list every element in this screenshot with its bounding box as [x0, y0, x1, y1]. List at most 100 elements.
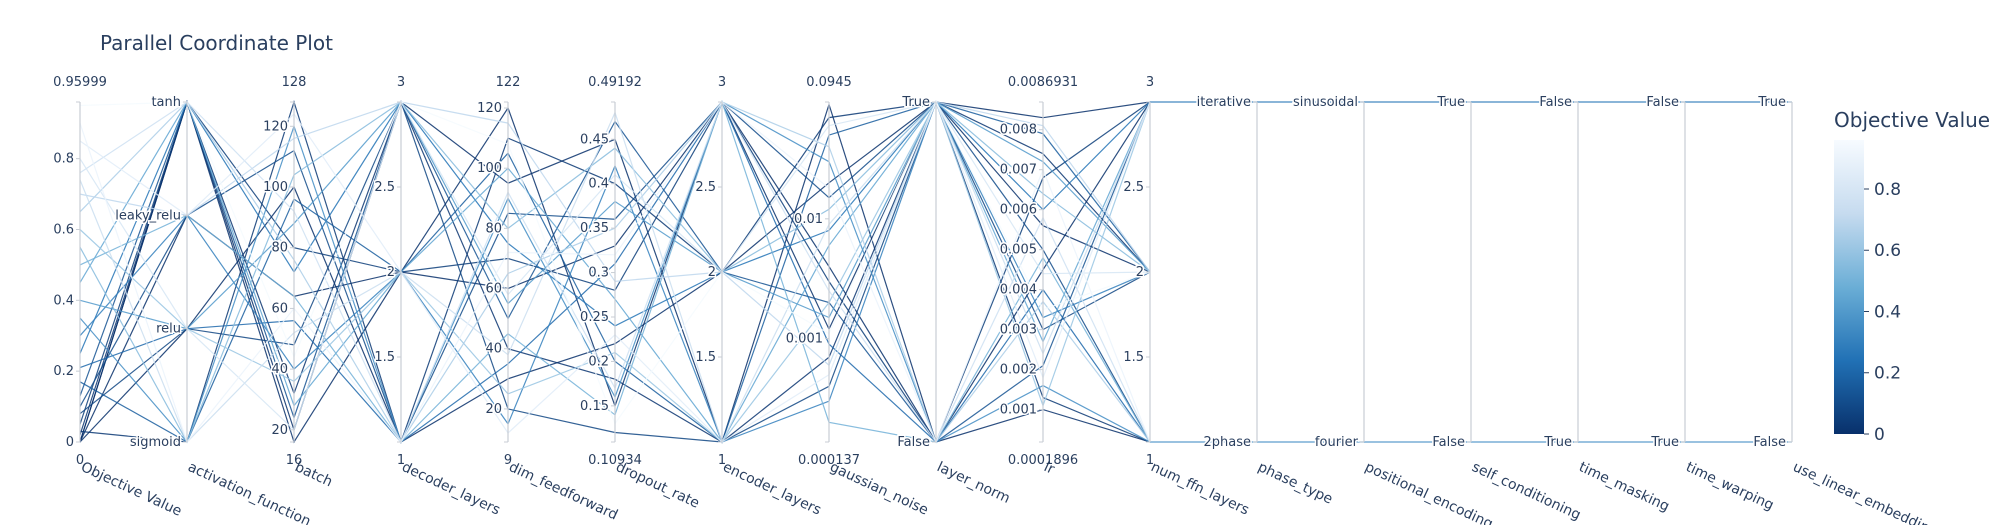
axis-tick-label: 1.5 [374, 350, 395, 365]
axis-tick-label: 120 [477, 101, 502, 116]
axis-tick-label: 0 [66, 435, 74, 450]
chart-title: Parallel Coordinate Plot [100, 31, 333, 55]
axis-title: decoder_layers [399, 459, 502, 518]
axis-time-warping: True False time_warping [1645, 94, 1776, 514]
axis-max-label: 0.0086931 [1008, 75, 1078, 90]
axis-title: time_warping [1683, 459, 1776, 514]
axis-tick-label: 0.004 [1000, 283, 1037, 298]
colorbar: Objective Value 0 0.2 0.4 0.6 0.8 [1834, 108, 1990, 445]
axis-tick-label: 0.4 [53, 293, 74, 308]
axis-tick-label: 120 [263, 119, 288, 134]
axis-tick-label: False [897, 435, 930, 450]
axis-tick-label: 20 [485, 402, 502, 417]
axis-tick-label: 0.01 [794, 212, 823, 227]
axis-title: phase_type [1255, 459, 1335, 508]
axis-tick-label: 0.15 [580, 399, 609, 414]
axis-tick-label: 2phase [1204, 435, 1252, 450]
axis-tick-label: 0.001 [1000, 403, 1037, 418]
axis-tick-label: iterative [1197, 95, 1251, 110]
axis-title: batch [292, 459, 335, 490]
axis-max-label: 3 [1146, 75, 1154, 90]
axis-tick-label: 0.002 [1000, 363, 1037, 378]
axis-tick-label: 0.003 [1000, 323, 1037, 338]
axis-min-label: 0 [76, 453, 84, 468]
axis-lr: 0.0086931 0.0001896 0.001 0.002 0.003 0.004 0.… [998, 75, 1078, 478]
axis-title: use_linear_embedding [1790, 459, 1940, 525]
axis-Objective Value: 0.95999 00 0.2 0.4 0.6 0.8 Objective Value [52, 75, 184, 520]
axis-max-label: 128 [282, 75, 307, 90]
axis-tick-label: 100 [263, 180, 288, 195]
axis-tick-label: 2 [1136, 265, 1144, 280]
axis-tick-label: 0.008 [1000, 123, 1037, 138]
colorbar-tick-label: 0.4 [1874, 302, 1901, 322]
axis-tick-label: 80 [271, 241, 288, 256]
axis-num-ffn-layers: 3 1 1.5 2 2.5 num_ffn_layers [1122, 75, 1252, 519]
axis-tick-label: 0.005 [1000, 243, 1037, 258]
axis-tick-label: 0.001 [786, 332, 823, 347]
axis-min-label: 0.0001896 [1008, 453, 1078, 468]
axis-min-label: 9 [504, 453, 512, 468]
axis-phase-type: 2phase iterative phase_type [1195, 94, 1335, 508]
colorbar-gradient [1834, 140, 1864, 434]
axis-tick-label: 0.35 [580, 221, 609, 236]
axis-tick-label: 40 [271, 362, 288, 377]
axis-min-label: 1 [718, 453, 726, 468]
axis-tick-label: 2 [387, 265, 395, 280]
axis-tick-label: sinusoidal [1293, 95, 1358, 110]
axis-tick-label: 60 [485, 282, 502, 297]
axis-min-label: 1 [397, 453, 405, 468]
axis-title: dropout_rate [613, 459, 701, 512]
axis-tick-label: 20 [271, 423, 288, 438]
axis-title: layer_norm [934, 459, 1012, 507]
axis-tick-label: 40 [485, 342, 502, 357]
axis-max-label: 3 [397, 75, 405, 90]
colorbar-tick-label: 0.6 [1874, 241, 1901, 261]
axis-tick-label: tanh [151, 95, 181, 110]
axis-max-label: 122 [496, 75, 521, 90]
axis-tick-label: 0.45 [580, 132, 609, 147]
axis-tick-label: 2.5 [695, 180, 716, 195]
axis-tick-label: 80 [485, 221, 502, 236]
axis-tick-label: 1.5 [695, 350, 716, 365]
axis-max-label: 3 [718, 75, 726, 90]
colorbar-title: Objective Value [1834, 108, 1990, 132]
axis-tick-label: True [1436, 95, 1465, 110]
axis-tick-label: True [1757, 95, 1786, 110]
axis-title: encoder_layers [720, 459, 823, 518]
axis-tick-label: True [901, 95, 930, 110]
axis-tick-label: False [1646, 95, 1679, 110]
axis-tick-label: fourier [1315, 435, 1359, 450]
axis-tick-label: 0.6 [53, 222, 74, 237]
colorbar-tick-label: 0 [1874, 425, 1885, 445]
axis-tick-label: 0.8 [53, 152, 74, 167]
axis-title: dim_feedforward [506, 459, 620, 523]
axis-min-label: 0.10934 [588, 453, 642, 468]
axis-tick-label: 0.3 [588, 266, 609, 281]
axis-tick-label: 0.006 [1000, 203, 1037, 218]
axis-min-label: 0.000137 [798, 453, 860, 468]
axis-title: time_masking [1576, 459, 1671, 515]
axis-max-label: 0.49192 [588, 75, 642, 90]
axis-tick-label: 1.5 [1123, 350, 1144, 365]
axis-tick-label: 2.5 [374, 180, 395, 195]
axis-tick-label: relu [156, 322, 181, 337]
axis-tick-label: True [1543, 435, 1572, 450]
axis-title: Objective Value [78, 459, 184, 520]
axis-tick-label: False [1539, 95, 1572, 110]
axis-min-label: 1 [1146, 453, 1154, 468]
axis-max-label: 0.95999 [53, 75, 107, 90]
axis-tick-label: 60 [271, 301, 288, 316]
axis-tick-label: 2.5 [1123, 180, 1144, 195]
axis-tick-label: 0.007 [1000, 163, 1037, 178]
axis-title: num_ffn_layers [1148, 459, 1251, 518]
axis-tick-label: 0.25 [580, 310, 609, 325]
axis-tick-label: 0.2 [588, 354, 609, 369]
axis-tick-label: False [1432, 435, 1465, 450]
axis-tick-label: 0.4 [588, 177, 609, 192]
axis-tick-label: 0.2 [53, 364, 74, 379]
axis-tick-label: 100 [477, 161, 502, 176]
axis-tick-label: 2 [708, 265, 716, 280]
